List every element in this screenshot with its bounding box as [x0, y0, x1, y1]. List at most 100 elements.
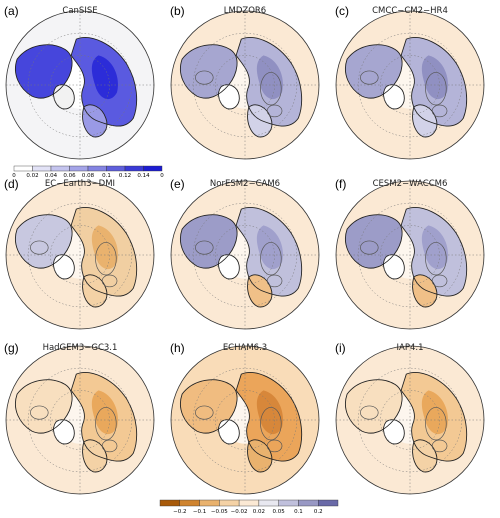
colorbar-swatch	[124, 165, 144, 172]
contour-line	[101, 439, 118, 453]
contour-line	[195, 405, 214, 420]
map-field	[171, 181, 319, 329]
colorbar-swatch	[69, 165, 89, 172]
contour-line	[360, 70, 379, 85]
colorbar-difference: −0.2 −0.1 −0.05 −0.02 0.02 0.05 0.1 0.2	[159, 499, 339, 515]
panel-letter: (e)	[170, 177, 185, 191]
coastline	[412, 439, 438, 473]
contour-line	[95, 407, 117, 441]
coastline	[235, 37, 303, 127]
colorbar-swatch	[278, 499, 299, 507]
contour-line	[266, 104, 283, 118]
namerica-field	[180, 214, 238, 269]
eurasia-core	[91, 55, 118, 100]
contour-line	[425, 242, 447, 276]
panel-letter: (a)	[4, 4, 19, 18]
colorbar-tick-label: 0.08	[82, 173, 95, 179]
coastline	[70, 37, 138, 127]
contour-line	[95, 242, 117, 276]
map-panel: (i) IAP4.1	[335, 341, 485, 495]
colorbar-swatch	[143, 165, 163, 172]
map-rim	[5, 345, 155, 495]
map-field	[336, 181, 484, 329]
latitude-circle	[215, 55, 275, 115]
panel-title: EC−Earth3−DMI	[45, 179, 115, 189]
map-field	[336, 346, 484, 494]
map-rim	[170, 345, 320, 495]
coastline	[412, 104, 438, 138]
panel-title: NorESM2−CAM6	[210, 179, 280, 189]
colorbar-tick-label: 0	[12, 173, 16, 179]
map-rim	[170, 10, 320, 160]
coastline	[235, 372, 303, 462]
panel-title: ECHAM6.3	[223, 343, 267, 353]
namerica-field	[345, 44, 403, 99]
colorbar-swatch	[298, 499, 319, 507]
colorbar-tick-label: 0.2	[314, 509, 323, 515]
colorbar-tick-label: 0.1	[102, 173, 111, 179]
map-rim	[335, 345, 485, 495]
colorbar-swatch	[50, 165, 70, 172]
colorbar-tick-label: −0.1	[193, 509, 206, 515]
eurasia-core	[256, 55, 283, 100]
map-rim	[5, 180, 155, 330]
map-field	[6, 11, 154, 159]
colorbar-tick-label: 0.05	[273, 509, 286, 515]
contour-line	[260, 72, 282, 106]
colorbar-swatch	[318, 499, 339, 507]
map-panel: (a) CanSISE	[4, 4, 155, 160]
contour-line	[360, 405, 379, 420]
contour-line	[30, 240, 49, 255]
europe-field	[412, 104, 437, 137]
eurasia-core	[421, 390, 448, 435]
contour-line	[431, 104, 448, 118]
map-field	[6, 346, 154, 494]
map-panel: (h) ECHAM6.3	[170, 341, 320, 495]
panel-letter: (f)	[335, 177, 346, 191]
colorbar-obs: 0 0.02 0.04 0.06 0.08 0.1 0.12 0.14 0	[12, 165, 164, 179]
map-rim	[5, 10, 155, 160]
contour-line	[425, 407, 447, 441]
greenland	[383, 84, 405, 109]
map-field	[171, 11, 319, 159]
map-rim	[335, 180, 485, 330]
map-panel: (b) LMDZOR6	[170, 4, 320, 160]
map-panel: (f) CESM2−WACCM6	[335, 177, 485, 330]
colorbar-swatch	[219, 499, 240, 507]
namerica-field	[15, 44, 73, 99]
latitude-circle	[380, 55, 440, 115]
colorbar-tick-label: −0.02	[231, 509, 248, 515]
map-rim	[335, 10, 485, 160]
eurasia-core	[91, 225, 118, 270]
latitude-circle	[50, 225, 110, 285]
colorbar-swatch	[87, 165, 107, 172]
europe-field	[247, 274, 272, 307]
europe-field	[82, 104, 107, 137]
colorbar-swatch	[238, 499, 260, 507]
greenland	[383, 419, 405, 444]
namerica-field	[180, 44, 238, 99]
panel-letter: (g)	[4, 341, 19, 355]
panel-letter: (h)	[170, 341, 185, 355]
colorbar-tick-label: 0.06	[63, 173, 76, 179]
contour-line	[260, 407, 282, 441]
contour-line	[431, 274, 448, 288]
greenland	[53, 84, 75, 109]
namerica-field	[345, 214, 403, 269]
map-panel: (g) HadGEM3−GC3.1	[4, 341, 155, 495]
latitude-circle	[215, 390, 275, 450]
colorbar-swatch	[179, 499, 200, 507]
panel-title: LMDZOR6	[224, 6, 266, 16]
colorbar-tick-label: 0.14	[137, 173, 150, 179]
greenland	[218, 419, 240, 444]
colorbar-tick-label: 0.02	[253, 509, 265, 515]
coastline	[247, 104, 273, 138]
contour-line	[195, 240, 214, 255]
colorbar-tick-label: 0.1	[294, 509, 303, 515]
coastline	[70, 207, 138, 297]
colorbar-tick-label: 0	[160, 173, 164, 179]
colorbar-tick-label: 0.02	[26, 173, 38, 179]
greenland	[218, 84, 240, 109]
panel-title: CESM2−WACCM6	[373, 179, 448, 189]
